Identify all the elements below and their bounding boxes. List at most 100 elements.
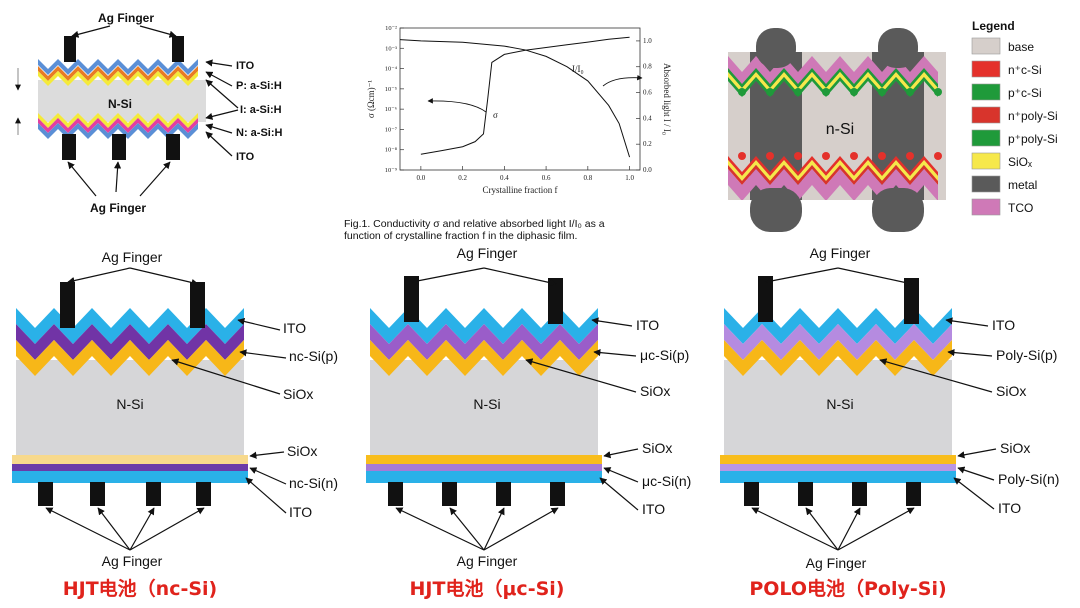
cell2-label-p: μc-Si(p) — [640, 347, 689, 363]
annotation-absorbed: I/I₀ — [572, 64, 584, 74]
tr-p-dot — [822, 88, 830, 96]
cell1-arrow-ag-bottom-3 — [129, 507, 205, 551]
cell2-ito-bottom — [366, 471, 602, 483]
tl-label-i-asi: I: a-Si:H — [240, 104, 282, 116]
legend-swatch-7 — [971, 198, 1001, 216]
cell1-ito-bottom — [12, 471, 248, 483]
y-left-tick-label-1: 10⁻⁸ — [385, 147, 398, 154]
legend-swatch-1 — [971, 60, 1001, 78]
y-right-tick-label-3: 0.6 — [643, 89, 652, 97]
cell2-finger-top-1 — [548, 278, 563, 324]
bottom-cells — [12, 267, 997, 551]
tl-substrate-label: N-Si — [108, 97, 132, 111]
cell2-finger-top-0 — [404, 276, 419, 322]
tl-label-ito-bottom: ITO — [236, 151, 255, 163]
legend-swatch-2 — [971, 83, 1001, 101]
tl-arrow-ito-b — [205, 131, 233, 157]
cell1-label-ito-top: ITO — [283, 320, 306, 336]
cell1-arrow-n — [249, 467, 287, 485]
tr-metal-cap-left — [756, 28, 796, 68]
tr-n-dot — [906, 152, 914, 160]
cell2-finger-bottom-1 — [442, 482, 457, 506]
cell1-substrate — [16, 360, 244, 456]
cell1-finger-top-0 — [60, 282, 75, 328]
cell3-substrate — [724, 360, 952, 456]
cell2-arrow-siox-top — [525, 358, 637, 393]
tl-arrow-ito — [205, 59, 233, 67]
y-left-tick-label-7: 10⁻² — [385, 25, 397, 32]
cell3-label-siox-top: SiOx — [996, 383, 1026, 399]
cell3-arrow-ito-top — [945, 317, 989, 327]
cell1-label-siox-bottom: SiOx — [287, 443, 317, 459]
cell1-finger-bottom-2 — [146, 482, 161, 506]
cell2-substrate-label: N-Si — [473, 396, 500, 412]
annotation-sigma: σ — [493, 110, 498, 120]
tr-p-dot — [794, 88, 802, 96]
cell1-arrow-ag-top-1 — [67, 267, 131, 285]
legend-label-3: n⁺poly-Si — [1008, 109, 1058, 123]
x-tick-label-2: 0.4 — [500, 174, 509, 182]
cell2-ito-top — [370, 308, 598, 344]
tl-finger-bottom-0 — [62, 134, 76, 160]
tr-p-layer-top — [728, 68, 938, 88]
absorbed-pointer-arrow — [602, 74, 643, 87]
y-left-axis-label: σ (Ωcm)⁻¹ — [366, 80, 376, 119]
cell3-arrow-p — [947, 349, 993, 357]
cell2-arrow-n — [603, 467, 639, 483]
tl-finger-bottom-2 — [166, 134, 180, 160]
tr-n-dot — [878, 152, 886, 160]
chart-frame — [399, 27, 641, 171]
cell1-arrow-ito-bottom — [245, 477, 287, 514]
cell2-arrow-ito-bottom — [599, 477, 639, 511]
cell2-arrow-siox-bottom — [603, 448, 639, 459]
cell3-finger-bottom-3 — [906, 482, 921, 506]
tr-siox-top — [728, 72, 938, 93]
cell3-arrow-ag-top-1 — [765, 267, 839, 285]
cell3-arrow-ag-top-2 — [837, 267, 913, 287]
cell1-p-layer — [16, 324, 244, 360]
cell3-arrow-siox-bottom — [957, 448, 997, 459]
legend-label-6: metal — [1008, 178, 1037, 192]
cell3-arrow-ag-bottom-3 — [837, 507, 915, 551]
x-tick-label-4: 0.8 — [583, 174, 592, 182]
y-left-tick-label-2: 10⁻⁷ — [385, 126, 397, 133]
tl-finger-top-0 — [64, 36, 76, 62]
y-right-tick-label-2: 0.4 — [643, 114, 652, 122]
cell2-finger-bottom-2 — [496, 482, 511, 506]
cell2-arrow-ag-top-1 — [411, 267, 485, 285]
cell2-arrow-ag-bottom-3 — [483, 507, 559, 551]
tr-nc-si-bottom — [728, 156, 938, 176]
legend-label-2: p⁺c-Si — [1008, 86, 1042, 100]
tr-p-dot — [906, 88, 914, 96]
legend-label-5: SiOₓ — [1008, 155, 1032, 169]
cell1-arrow-ag-bottom-1 — [97, 507, 131, 551]
tl-ag-finger-top-label: Ag Finger — [98, 11, 154, 25]
tr-p-dot — [850, 88, 858, 96]
legend-title: Legend — [972, 19, 1015, 33]
y-left-tick-label-3: 10⁻⁶ — [385, 106, 397, 113]
tr-substrate-label: n-Si — [826, 121, 854, 138]
tr-n-dot — [822, 152, 830, 160]
tr-n-dot — [850, 152, 858, 160]
cell2-siox-bottom — [366, 455, 602, 464]
cell3-siox-bottom — [720, 455, 956, 464]
cell3-ito-top — [724, 308, 952, 344]
tr-metal-cap-right — [878, 28, 918, 68]
cell1-finger-top-1 — [190, 282, 205, 328]
tr-p-dot — [878, 88, 886, 96]
tl-arrow-i1 — [205, 79, 239, 109]
y-left-tick-label-0: 10⁻⁹ — [385, 167, 398, 174]
legend-label-0: base — [1008, 40, 1034, 54]
cell3-ito-bottom — [720, 471, 956, 483]
cell2-arrow-ag-bottom-1 — [449, 507, 485, 551]
legend-label-1: n⁺c-Si — [1008, 63, 1042, 77]
cell1-arrow-ito-top — [237, 317, 281, 331]
cell3-n-layer — [720, 464, 956, 471]
cell3-ag-finger-bottom-label: Ag Finger — [806, 555, 867, 571]
y-right-tick-label-0: 0.0 — [643, 166, 652, 174]
cell1-ag-finger-bottom-label: Ag Finger — [102, 553, 163, 569]
cell3-finger-bottom-1 — [798, 482, 813, 506]
conductivity-chart: 0.0 0.2 0.4 0.6 0.8 1.0 10⁻⁹ 10⁻⁸ 10⁻⁷ 10⁻⁶ 10⁻⁵ 10… — [366, 25, 672, 195]
legend-swatch-3 — [971, 106, 1001, 124]
